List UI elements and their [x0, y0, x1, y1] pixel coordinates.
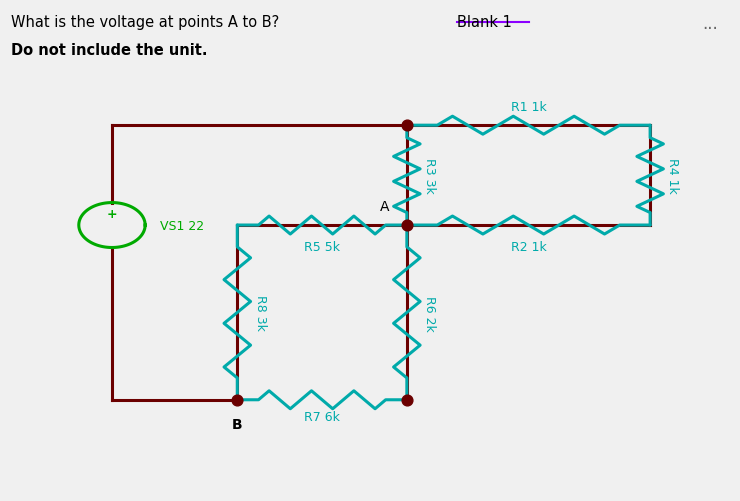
Text: R5 5k: R5 5k	[304, 240, 340, 254]
Point	[401, 122, 413, 130]
Text: VS1 22: VS1 22	[160, 219, 204, 232]
Text: R7 6k: R7 6k	[304, 410, 340, 423]
Text: B: B	[232, 417, 243, 431]
Point	[232, 396, 243, 404]
Point	[401, 396, 413, 404]
Text: Blank 1: Blank 1	[457, 15, 511, 30]
Text: R8 3k: R8 3k	[254, 295, 266, 331]
Text: R4 1k: R4 1k	[666, 158, 679, 193]
Text: R2 1k: R2 1k	[511, 240, 546, 254]
Text: R3 3k: R3 3k	[423, 158, 436, 193]
Text: Do not include the unit.: Do not include the unit.	[11, 43, 208, 58]
Text: R1 1k: R1 1k	[511, 101, 546, 114]
Text: +: +	[107, 208, 117, 221]
Text: What is the voltage at points A to B?: What is the voltage at points A to B?	[11, 15, 284, 30]
Point	[401, 221, 413, 229]
Text: A: A	[380, 199, 389, 213]
Text: ...: ...	[702, 15, 718, 33]
Text: R6 2k: R6 2k	[423, 295, 436, 331]
